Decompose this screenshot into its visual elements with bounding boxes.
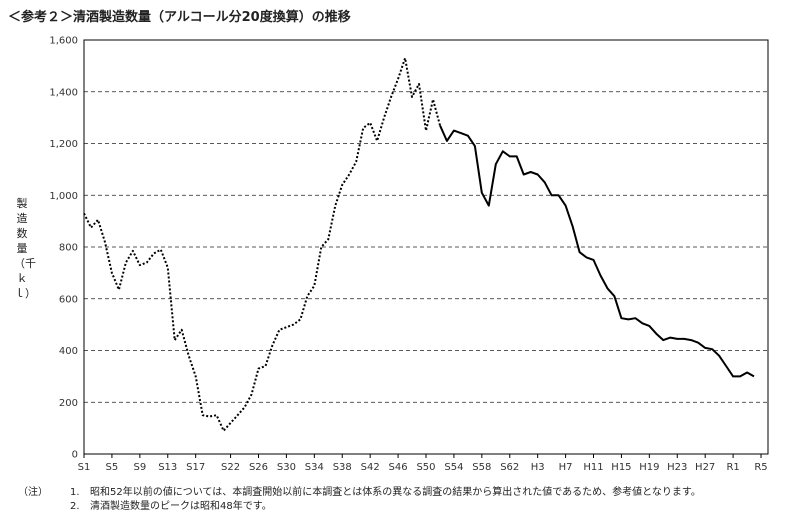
x-tick-label: H11 [583, 462, 603, 473]
x-tick-label: S13 [158, 462, 177, 473]
x-tick-label: S5 [106, 462, 119, 473]
x-tick-label: S1 [78, 462, 91, 473]
footnote-number: 2. [70, 501, 80, 512]
y-tick-label: 200 [59, 398, 78, 409]
series-line-survey [439, 124, 755, 378]
y-tick-label: 600 [59, 294, 78, 305]
footnote-spacer [18, 500, 70, 514]
footnote-number: 1. [70, 487, 80, 498]
x-tick-label: H27 [695, 462, 715, 473]
x-tick-label: S9 [133, 462, 146, 473]
x-tick-label: R5 [754, 462, 767, 473]
chart-title: ＜参考２＞清酒製造数量（アルコール分20度換算）の推移 [8, 10, 351, 25]
y-tick-label: 1,600 [49, 36, 78, 47]
footnotes: （注） 1. 昭和52年以前の値については、本調査開始以前に本調査とは体系の異な… [18, 486, 701, 514]
footnote-1: （注） 1. 昭和52年以前の値については、本調査開始以前に本調査とは体系の異な… [18, 486, 701, 500]
grid-lines [84, 91, 768, 403]
footnote-text: 昭和52年以前の値については、本調査開始以前に本調査とは体系の異なる調査の結果か… [90, 487, 701, 498]
footnote-head: （注） [18, 487, 48, 498]
y-tick-label: 800 [59, 243, 78, 254]
x-tick-label: H7 [559, 462, 573, 473]
x-tick-label: S62 [500, 462, 519, 473]
series-lines [83, 57, 755, 432]
x-tick-label: S42 [361, 462, 380, 473]
x-tick-label: S34 [305, 462, 324, 473]
y-tick-label: 0 [72, 450, 78, 461]
x-tick-label: S46 [389, 462, 408, 473]
y-tick-label: 1,400 [49, 87, 78, 98]
x-tick-label: H23 [667, 462, 687, 473]
footnote-text: 清酒製造数量のピークは昭和48年です。 [90, 501, 272, 512]
plot-frame [83, 39, 769, 455]
y-ticks: 0 200 400 600 800 1,000 1,200 1,400 1,600 [49, 36, 78, 461]
x-tick-label: H19 [639, 462, 659, 473]
x-tick-label: H15 [611, 462, 631, 473]
x-tick-label: S17 [186, 462, 205, 473]
y-tick-label: 400 [59, 346, 78, 357]
series-line-reference [83, 57, 441, 432]
x-tick-label: S26 [249, 462, 268, 473]
footnote-2: 2. 清酒製造数量のピークは昭和48年です。 [18, 500, 701, 514]
y-tick-label: 1,000 [49, 191, 78, 202]
x-tick-label: R1 [726, 462, 739, 473]
x-tick-label: S50 [416, 462, 435, 473]
x-ticks: S1 S5 S9 S13 S17 S22 S26 S30 S34 S38 S42 S46 S50 S54 S… [78, 454, 768, 473]
x-tick-label: S54 [444, 462, 463, 473]
x-tick-label: H3 [531, 462, 545, 473]
x-tick-label: S58 [472, 462, 491, 473]
y-tick-label: 1,200 [49, 139, 78, 150]
x-tick-label: S38 [333, 462, 352, 473]
x-tick-label: S30 [277, 462, 296, 473]
x-tick-label: S22 [221, 462, 240, 473]
